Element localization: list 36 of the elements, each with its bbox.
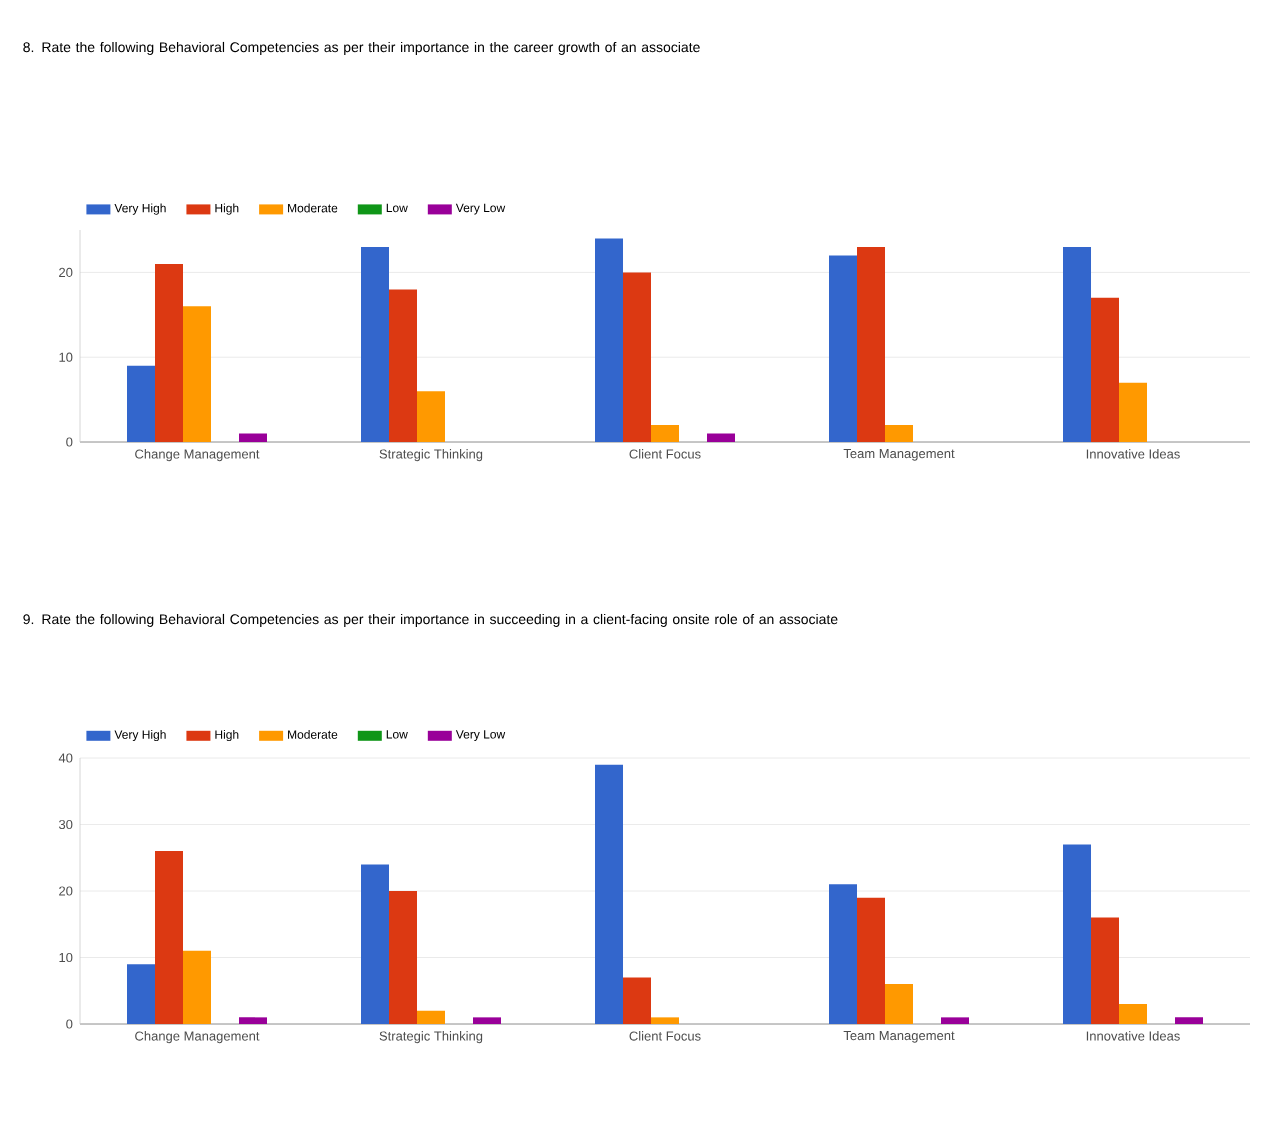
bar (857, 246, 886, 443)
bar (1091, 297, 1119, 443)
bar (623, 272, 651, 443)
bar (595, 764, 624, 1025)
bar (127, 964, 155, 1025)
bar (829, 255, 857, 443)
bar (885, 984, 913, 1025)
bar (183, 950, 211, 1025)
bar (361, 864, 389, 1025)
bar (1063, 844, 1092, 1025)
bar (1119, 1004, 1148, 1025)
bar (1119, 382, 1148, 443)
bar (183, 306, 211, 443)
bar (941, 1017, 970, 1025)
bar (707, 433, 735, 443)
bar (417, 1010, 446, 1025)
bar (623, 977, 651, 1025)
bar (361, 246, 389, 443)
bar (1063, 246, 1092, 443)
bar (127, 365, 155, 443)
bar (155, 851, 183, 1025)
bar (857, 897, 886, 1025)
bar (829, 884, 857, 1025)
bar (389, 289, 417, 443)
bar (239, 1017, 267, 1025)
bar (595, 238, 624, 443)
bar (239, 433, 267, 443)
bar (1091, 917, 1119, 1025)
bar (885, 425, 913, 443)
bar (417, 391, 446, 443)
bar (155, 263, 183, 443)
bar (651, 1017, 679, 1025)
bar (389, 891, 417, 1025)
bar (1175, 1017, 1203, 1025)
bar (473, 1017, 501, 1025)
bar (651, 425, 679, 443)
